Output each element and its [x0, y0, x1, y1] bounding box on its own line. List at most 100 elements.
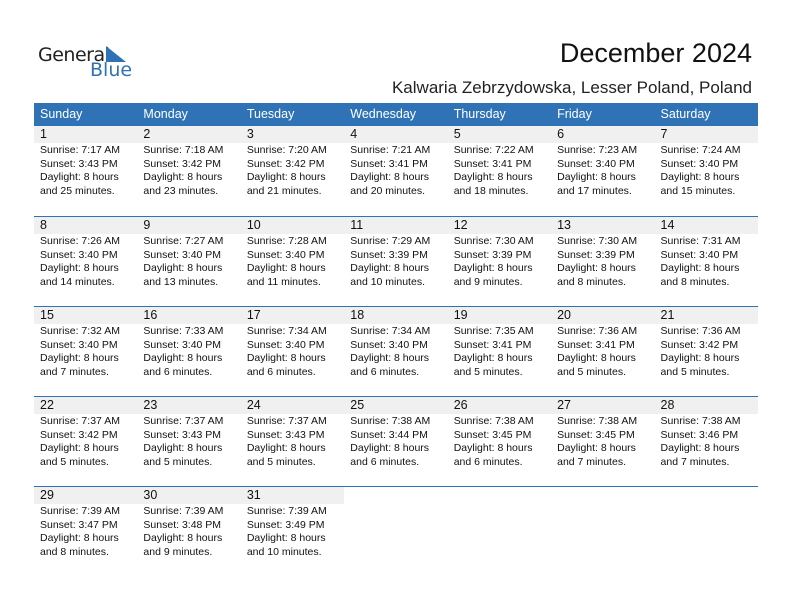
daylight1-text: Daylight: 8 hours: [246, 262, 326, 274]
logo-text-general: General: [38, 44, 110, 66]
day-cell: 26 Sunrise: 7:38 AM Sunset: 3:45 PM Dayligh…: [447, 397, 552, 486]
sunset-text: Sunset: 3:40 PM: [143, 338, 222, 351]
day-cell: 17 Sunrise: 7:34 AM Sunset: 3:40 PM Dayligh…: [240, 307, 345, 396]
sunrise-text: Sunrise: 7:28 AM: [246, 235, 327, 247]
daylight2-text: and 17 minutes.: [557, 184, 632, 197]
sunset-text: Sunset: 3:41 PM: [350, 157, 428, 170]
sunset-text: Sunset: 3:41 PM: [453, 338, 532, 351]
sunset-text: Sunset: 3:40 PM: [40, 248, 118, 261]
sunset-text: Sunset: 3:45 PM: [453, 428, 532, 441]
daylight1-text: Daylight: 8 hours: [660, 442, 740, 454]
day-cell: 7 Sunrise: 7:24 AM Sunset: 3:40 PM Daylight…: [654, 126, 758, 216]
daylight1-text: Daylight: 8 hours: [246, 442, 326, 454]
sunrise-text: Sunrise: 7:24 AM: [660, 144, 741, 156]
empty-cell: [655, 487, 758, 576]
daylight1-text: Daylight: 8 hours: [453, 262, 533, 274]
sunrise-text: Sunrise: 7:22 AM: [453, 144, 534, 156]
day-cell: 2 Sunrise: 7:18 AM Sunset: 3:42 PM Daylight…: [137, 126, 241, 216]
daylight1-text: Daylight: 8 hours: [350, 262, 430, 274]
calendar-body: 1 Sunrise: 7:17 AM Sunset: 3:43 PM Daylight…: [34, 126, 758, 576]
daylight2-text: and 6 minutes.: [143, 365, 213, 378]
daylight2-text: and 6 minutes.: [246, 365, 316, 378]
day-number: 17: [240, 307, 345, 324]
sunrise-text: Sunrise: 7:18 AM: [143, 144, 224, 156]
day-number: 1: [34, 126, 138, 143]
day-cell: 19 Sunrise: 7:35 AM Sunset: 3:41 PM Dayligh…: [447, 307, 552, 396]
daylight1-text: Daylight: 8 hours: [350, 352, 430, 364]
sunset-text: Sunset: 3:40 PM: [660, 157, 739, 170]
day-cell: 12 Sunrise: 7:30 AM Sunset: 3:39 PM Dayligh…: [447, 217, 552, 306]
day-number: 30: [137, 487, 241, 504]
daylight2-text: and 10 minutes.: [350, 275, 425, 288]
weekday-friday: Friday: [557, 107, 592, 121]
daylight2-text: and 23 minutes.: [143, 184, 219, 197]
sunset-text: Sunset: 3:40 PM: [350, 338, 428, 351]
day-cell: 1 Sunrise: 7:17 AM Sunset: 3:43 PM Daylight…: [34, 126, 138, 216]
day-cell: 13 Sunrise: 7:30 AM Sunset: 3:39 PM Dayligh…: [551, 217, 655, 306]
day-cell: 14 Sunrise: 7:31 AM Sunset: 3:40 PM Dayligh…: [654, 217, 758, 306]
daylight1-text: Daylight: 8 hours: [246, 532, 326, 544]
day-cell: 22 Sunrise: 7:37 AM Sunset: 3:42 PM Dayligh…: [34, 397, 138, 486]
day-cell: 18 Sunrise: 7:34 AM Sunset: 3:40 PM Dayligh…: [344, 307, 448, 396]
empty-cell: [344, 487, 447, 576]
sunrise-text: Sunrise: 7:36 AM: [660, 325, 741, 337]
sunrise-text: Sunrise: 7:39 AM: [40, 505, 120, 517]
sunset-text: Sunset: 3:49 PM: [246, 518, 325, 531]
sunrise-text: Sunrise: 7:29 AM: [350, 235, 431, 247]
daylight1-text: Daylight: 8 hours: [350, 171, 430, 183]
sunset-text: Sunset: 3:48 PM: [143, 518, 222, 531]
daylight2-text: and 5 minutes.: [660, 365, 730, 378]
sunset-text: Sunset: 3:40 PM: [246, 338, 325, 351]
day-number: 6: [551, 126, 655, 143]
day-number: 25: [344, 397, 448, 414]
sunset-text: Sunset: 3:47 PM: [40, 518, 118, 531]
day-number: 27: [551, 397, 655, 414]
daylight1-text: Daylight: 8 hours: [246, 171, 326, 183]
day-cell: 21 Sunrise: 7:36 AM Sunset: 3:42 PM Dayligh…: [654, 307, 758, 396]
day-number: 15: [34, 307, 138, 324]
week-row: 1 Sunrise: 7:17 AM Sunset: 3:43 PM Daylight…: [34, 126, 758, 216]
daylight1-text: Daylight: 8 hours: [143, 352, 223, 364]
daylight1-text: Daylight: 8 hours: [246, 352, 326, 364]
day-number: 4: [344, 126, 448, 143]
sunrise-text: Sunrise: 7:20 AM: [246, 144, 327, 156]
day-cell: 9 Sunrise: 7:27 AM Sunset: 3:40 PM Daylight…: [137, 217, 241, 306]
sunrise-text: Sunrise: 7:27 AM: [143, 235, 224, 247]
day-number: 13: [551, 217, 655, 234]
day-number: 31: [240, 487, 345, 504]
day-number: 9: [137, 217, 241, 234]
sunrise-text: Sunrise: 7:36 AM: [557, 325, 638, 337]
day-cell: 29 Sunrise: 7:39 AM Sunset: 3:47 PM Dayligh…: [34, 487, 138, 576]
sunrise-text: Sunrise: 7:26 AM: [40, 235, 120, 247]
day-cell: 5 Sunrise: 7:22 AM Sunset: 3:41 PM Daylight…: [447, 126, 552, 216]
day-cell: 27 Sunrise: 7:38 AM Sunset: 3:45 PM Dayligh…: [551, 397, 655, 486]
sunrise-text: Sunrise: 7:35 AM: [453, 325, 534, 337]
weekday-monday: Monday: [143, 107, 188, 121]
weekday-wednesday: Wednesday: [350, 107, 417, 121]
daylight2-text: and 11 minutes.: [246, 275, 321, 288]
daylight2-text: and 8 minutes.: [557, 275, 626, 288]
week-row: 22 Sunrise: 7:37 AM Sunset: 3:42 PM Dayligh…: [34, 396, 758, 486]
sunrise-text: Sunrise: 7:38 AM: [350, 415, 431, 427]
week-row: 8 Sunrise: 7:26 AM Sunset: 3:40 PM Daylight…: [34, 216, 758, 306]
sunset-text: Sunset: 3:42 PM: [40, 428, 118, 441]
logo-text-blue: Blue: [90, 59, 133, 81]
daylight2-text: and 6 minutes.: [350, 365, 420, 378]
sunset-text: Sunset: 3:45 PM: [557, 428, 635, 441]
page-title: December 2024: [559, 38, 752, 68]
sunset-text: Sunset: 3:39 PM: [557, 248, 635, 261]
daylight2-text: and 5 minutes.: [557, 365, 626, 378]
sunrise-text: Sunrise: 7:34 AM: [350, 325, 431, 337]
day-cell: 11 Sunrise: 7:29 AM Sunset: 3:39 PM Dayligh…: [344, 217, 448, 306]
sunset-text: Sunset: 3:43 PM: [246, 428, 325, 441]
day-cell: 24 Sunrise: 7:37 AM Sunset: 3:43 PM Dayligh…: [240, 397, 345, 486]
daylight2-text: and 9 minutes.: [453, 275, 523, 288]
daylight1-text: Daylight: 8 hours: [660, 352, 740, 364]
sunset-text: Sunset: 3:40 PM: [660, 248, 739, 261]
day-cell: 25 Sunrise: 7:38 AM Sunset: 3:44 PM Dayligh…: [344, 397, 448, 486]
daylight2-text: and 6 minutes.: [453, 455, 523, 468]
day-cell: 10 Sunrise: 7:28 AM Sunset: 3:40 PM Dayligh…: [240, 217, 345, 306]
day-number: 19: [447, 307, 552, 324]
daylight2-text: and 10 minutes.: [246, 545, 322, 558]
daylight2-text: and 18 minutes.: [453, 184, 529, 197]
